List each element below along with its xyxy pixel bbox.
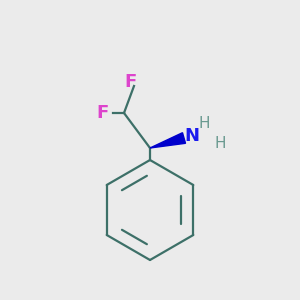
Text: N: N [184, 127, 200, 145]
Text: F: F [124, 73, 136, 91]
Text: F: F [97, 104, 109, 122]
Text: H: H [198, 116, 209, 130]
Polygon shape [150, 133, 185, 148]
Text: H: H [215, 136, 226, 151]
